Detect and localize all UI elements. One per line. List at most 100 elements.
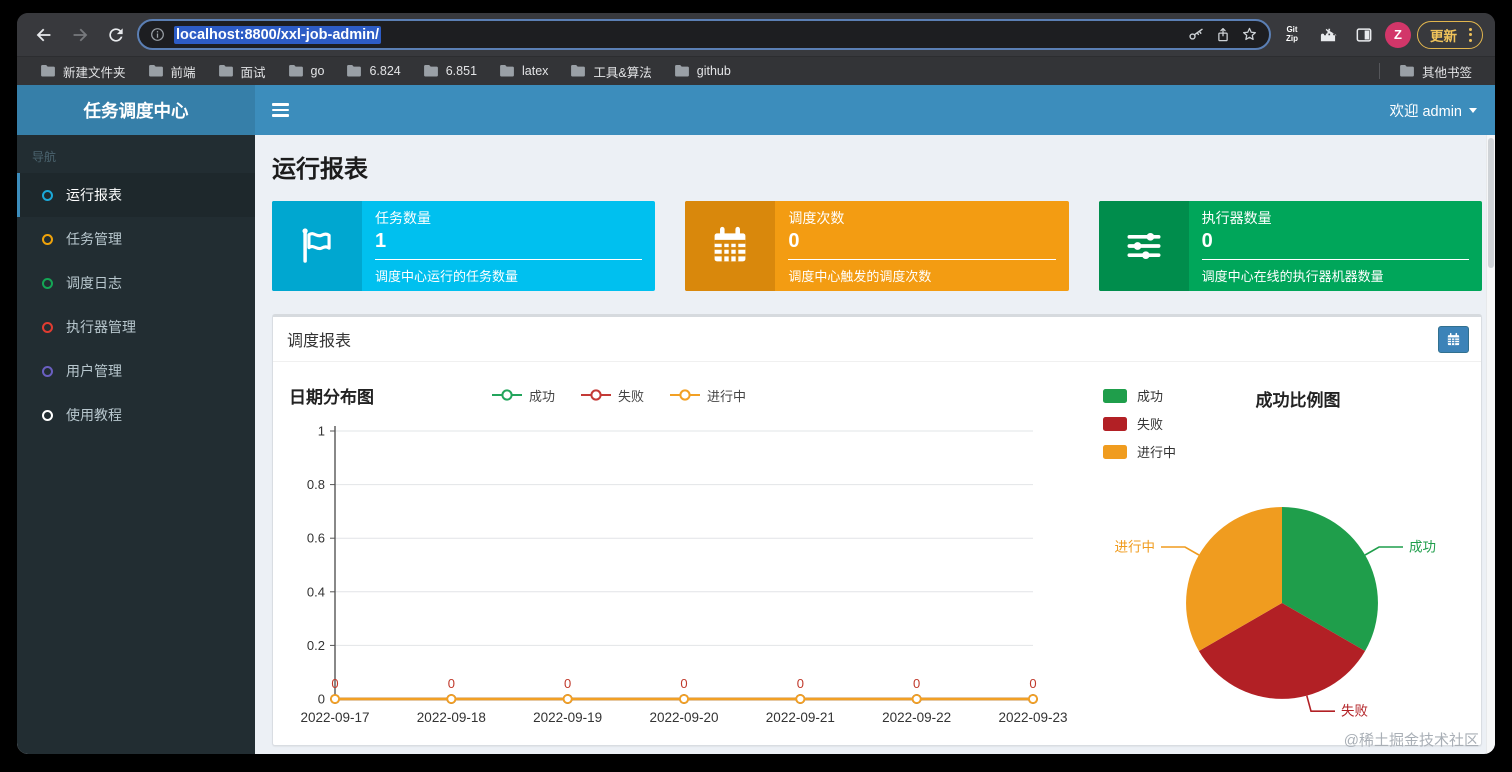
- gitzip-extension-icon[interactable]: Git Zip: [1286, 25, 1298, 43]
- stat-cards: 任务数量 1 调度中心运行的任务数量 调度次数 0 调度中心触发的调度次数 执行器数量 0 调度…: [272, 201, 1482, 291]
- card-description: 调度中心触发的调度次数: [788, 269, 932, 284]
- hamburger-menu-icon[interactable]: [255, 85, 305, 135]
- svg-text:进行中: 进行中: [1115, 540, 1156, 555]
- app-brand[interactable]: 任务调度中心: [17, 85, 255, 135]
- stat-card: 执行器数量 0 调度中心在线的执行器机器数量: [1098, 201, 1482, 291]
- sliders-icon: [1098, 201, 1189, 291]
- card-description: 调度中心运行的任务数量: [375, 269, 519, 284]
- user-menu[interactable]: 欢迎 admin: [1371, 85, 1495, 135]
- line-marker-icon: [581, 389, 612, 401]
- svg-text:失败: 失败: [1341, 704, 1369, 719]
- svg-text:0: 0: [448, 676, 455, 691]
- circle-icon: [42, 409, 53, 421]
- legend-item[interactable]: 进行中: [1103, 442, 1176, 461]
- circle-icon: [42, 189, 53, 201]
- legend-swatch: [1103, 388, 1127, 403]
- svg-text:0: 0: [564, 676, 571, 691]
- svg-text:2022-09-20: 2022-09-20: [649, 710, 718, 725]
- nav-caption: 导航: [32, 150, 57, 164]
- flag-icon: [272, 201, 362, 291]
- circle-icon: [42, 321, 53, 333]
- bookmark-item[interactable]: 前端: [139, 60, 205, 83]
- page-viewport: 任务调度中心 导航 运行报表 任务管理 调度日志 执行器管理 用户管理 使用教程 欢迎 a…: [17, 85, 1495, 754]
- bookmark-star-icon[interactable]: [1240, 25, 1259, 44]
- pie-chart-title: 成功比例图: [1255, 391, 1341, 410]
- svg-text:2022-09-18: 2022-09-18: [417, 710, 486, 725]
- svg-text:0: 0: [797, 676, 804, 691]
- svg-text:0.6: 0.6: [307, 531, 325, 546]
- date-range-button[interactable]: [1438, 325, 1469, 353]
- legend-item[interactable]: 进行中: [670, 386, 746, 405]
- sidebar-item[interactable]: 运行报表: [17, 173, 255, 217]
- bookmark-item[interactable]: 新建文件夹: [31, 60, 135, 83]
- back-icon[interactable]: [29, 20, 59, 50]
- calendar-icon: [685, 201, 776, 291]
- scrollbar-thumb[interactable]: [1488, 138, 1494, 268]
- bookmark-list: 新建文件夹 前端 面试 go 6.824 6.851 latex 工具&算法 github: [31, 60, 740, 83]
- svg-text:0.4: 0.4: [307, 584, 325, 599]
- sidebar-item[interactable]: 使用教程: [17, 393, 255, 437]
- card-value: 0: [1201, 230, 1213, 252]
- legend-item[interactable]: 成功: [1103, 386, 1176, 405]
- card-value: 1: [375, 230, 387, 252]
- folder-icon: [423, 64, 438, 77]
- folder-icon: [347, 64, 362, 77]
- panel-header: 调度报表: [273, 317, 1481, 362]
- topbar: 欢迎 admin: [255, 85, 1495, 135]
- forward-icon[interactable]: [65, 20, 95, 50]
- sidebar-item[interactable]: 调度日志: [17, 261, 255, 305]
- line-chart[interactable]: 0 0.2 0.4 0.6 0.8 1 2022-09-17 2022-09-18 2022-0…: [289, 413, 1073, 735]
- browser-window: localhost:8800/xxl-job-admin/ Git Zip Z …: [17, 13, 1495, 754]
- extensions-puzzle-icon[interactable]: [1313, 20, 1343, 50]
- sidebar-item[interactable]: 任务管理: [17, 217, 255, 261]
- line-marker-icon: [670, 389, 701, 401]
- profile-avatar[interactable]: Z: [1385, 21, 1411, 48]
- stat-card: 任务数量 1 调度中心运行的任务数量: [272, 201, 656, 291]
- share-icon[interactable]: [1214, 26, 1232, 44]
- legend-swatch: [1103, 416, 1127, 431]
- other-bookmarks-button[interactable]: 其他书签: [1390, 60, 1481, 83]
- svg-text:2022-09-21: 2022-09-21: [766, 710, 835, 725]
- bookmark-item[interactable]: 6.824: [337, 62, 409, 80]
- line-chart-area: 日期分布图 成功 失败 进行中 0 0.2 0.4 0.6 0.8 1 2022-09-17 20…: [289, 372, 1089, 745]
- bookmark-item[interactable]: github: [665, 62, 740, 80]
- password-key-icon[interactable]: [1187, 25, 1206, 44]
- side-panel-icon[interactable]: [1349, 20, 1379, 50]
- folder-icon: [41, 64, 55, 77]
- svg-text:2022-09-23: 2022-09-23: [998, 710, 1067, 725]
- other-bookmarks-label: 其他书签: [1421, 65, 1472, 80]
- sidebar-item[interactable]: 用户管理: [17, 349, 255, 393]
- bookmark-item[interactable]: latex: [490, 62, 557, 80]
- bookmark-item[interactable]: go: [279, 62, 334, 80]
- line-chart-title: 日期分布图: [289, 387, 374, 407]
- chevron-down-icon: [1469, 107, 1477, 113]
- sidebar-item[interactable]: 执行器管理: [17, 305, 255, 349]
- stat-card: 调度次数 0 调度中心触发的调度次数: [685, 201, 1069, 291]
- watermark: @稀土掘金技术社区: [1343, 732, 1479, 749]
- chrome-update-button[interactable]: 更新: [1417, 20, 1483, 49]
- circle-icon: [42, 365, 53, 377]
- svg-text:0.8: 0.8: [307, 477, 325, 492]
- bookmarks-divider: [1378, 63, 1380, 79]
- legend-item[interactable]: 成功: [492, 386, 555, 405]
- chrome-menu-icon[interactable]: [1465, 27, 1476, 42]
- page-scrollbar[interactable]: [1486, 135, 1495, 754]
- legend-item[interactable]: 失败: [1103, 414, 1176, 433]
- bookmark-item[interactable]: 工具&算法: [561, 60, 660, 83]
- report-panel: 调度报表 日期分布图 成功 失败 进行中 0 0.2 0.4 0.6 0.8 1 2: [272, 314, 1482, 746]
- bookmarks-bar: 新建文件夹 前端 面试 go 6.824 6.851 latex 工具&算法 github 其他…: [17, 56, 1495, 85]
- bookmark-item[interactable]: 6.851: [414, 62, 486, 80]
- welcome-label: 欢迎 admin: [1389, 103, 1462, 120]
- bookmark-item[interactable]: 面试: [209, 60, 275, 83]
- url-text[interactable]: localhost:8800/xxl-job-admin/: [174, 25, 382, 44]
- reload-icon[interactable]: [101, 20, 131, 50]
- url-bar[interactable]: localhost:8800/xxl-job-admin/: [137, 19, 1271, 50]
- svg-text:0: 0: [680, 676, 687, 691]
- folder-icon: [148, 64, 163, 77]
- svg-text:0: 0: [913, 676, 920, 691]
- info-icon[interactable]: [149, 26, 166, 43]
- legend-item[interactable]: 失败: [581, 386, 644, 405]
- svg-text:2022-09-19: 2022-09-19: [533, 710, 602, 725]
- line-marker-icon: [492, 389, 522, 401]
